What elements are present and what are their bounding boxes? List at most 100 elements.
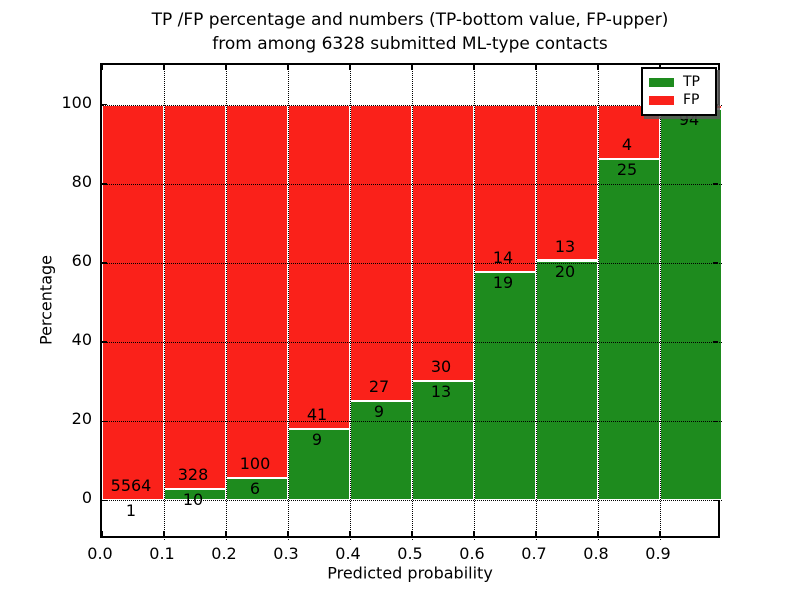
bar-segment-tp bbox=[412, 380, 474, 501]
y-tick-label: 100 bbox=[61, 92, 92, 112]
bar-segment-tp bbox=[350, 401, 412, 501]
gridline-horizontal bbox=[102, 104, 722, 106]
y-tick-label: 0 bbox=[81, 488, 92, 508]
fp-count-label: 5564 bbox=[110, 476, 152, 496]
gridline-horizontal bbox=[102, 342, 722, 344]
x-tick-mark-top bbox=[225, 65, 227, 70]
bar-segment-fp bbox=[164, 104, 226, 489]
gridline-vertical bbox=[350, 65, 351, 540]
x-tick-mark bbox=[411, 531, 413, 536]
legend-label-tp: TP bbox=[683, 74, 700, 90]
bar-segment-fp bbox=[102, 104, 164, 501]
x-tick-mark-top bbox=[163, 65, 165, 70]
x-tick-mark-top bbox=[101, 65, 103, 70]
legend-entry-tp: TP bbox=[649, 73, 709, 91]
y-tick-label: 20 bbox=[71, 409, 92, 429]
chart-title-line2: from among 6328 submitted ML-type contac… bbox=[212, 34, 608, 54]
y-tick-mark-right bbox=[713, 420, 718, 422]
bar-segment-tp bbox=[598, 159, 660, 501]
x-tick-label: 0.2 bbox=[211, 544, 237, 563]
fp-count-label: 100 bbox=[239, 454, 271, 473]
fp-count-label: 14 bbox=[492, 248, 514, 268]
fp-count-label: 4 bbox=[621, 135, 633, 155]
tp-count-label: 9 bbox=[311, 430, 323, 450]
gridline-vertical bbox=[412, 65, 413, 540]
x-tick-label: 0.3 bbox=[273, 544, 299, 563]
x-tick-mark bbox=[349, 531, 351, 536]
legend-entry-fp: FP bbox=[649, 91, 709, 109]
fp-count-label: 30 bbox=[430, 356, 452, 376]
x-tick-mark bbox=[597, 531, 599, 536]
y-tick-mark-right bbox=[713, 341, 718, 343]
gridline-horizontal bbox=[102, 500, 722, 502]
fp-count-label: 27 bbox=[368, 377, 390, 397]
y-tick-mark bbox=[102, 262, 107, 264]
fp-count-label: 328 bbox=[177, 464, 209, 484]
tp-count-label: 9 bbox=[373, 402, 385, 422]
x-tick-label: 0.6 bbox=[459, 544, 485, 563]
y-tick-label: 80 bbox=[71, 171, 92, 191]
x-axis-label: Predicted probability bbox=[327, 563, 493, 583]
y-tick-mark bbox=[102, 499, 107, 502]
gridline-vertical bbox=[598, 65, 599, 540]
x-tick-mark-top bbox=[597, 65, 599, 70]
gridline-horizontal bbox=[102, 421, 722, 423]
y-tick-label: 60 bbox=[71, 250, 92, 270]
gridline-vertical bbox=[164, 65, 165, 540]
tp-count-label: 20 bbox=[554, 261, 576, 281]
x-tick-label: 0.0 bbox=[87, 544, 113, 563]
tp-count-label: 1 bbox=[125, 501, 137, 521]
gridline-vertical bbox=[536, 65, 537, 540]
tp-count-label: 10 bbox=[182, 489, 204, 509]
x-tick-mark-top bbox=[349, 65, 351, 70]
x-tick-mark bbox=[535, 531, 537, 536]
y-tick-mark bbox=[102, 420, 107, 422]
tp-count-label: 25 bbox=[616, 160, 638, 180]
x-tick-label: 0.1 bbox=[149, 544, 175, 563]
x-tick-label: 0.5 bbox=[397, 544, 423, 563]
x-tick-label: 0.4 bbox=[335, 544, 361, 563]
fp-count-label: 13 bbox=[554, 236, 576, 256]
x-tick-label: 0.7 bbox=[521, 544, 547, 563]
y-tick-mark bbox=[102, 103, 107, 106]
x-tick-label: 0.8 bbox=[583, 544, 609, 563]
tp-count-label: 13 bbox=[430, 381, 452, 401]
y-tick-mark-right bbox=[713, 499, 718, 502]
bar-segment-tp bbox=[474, 272, 536, 501]
bar-segment-fp bbox=[412, 104, 474, 381]
bar-segment-fp bbox=[536, 104, 598, 261]
tp-color-swatch bbox=[649, 77, 674, 87]
x-tick-mark bbox=[473, 531, 475, 536]
x-tick-mark bbox=[101, 531, 103, 536]
gridline-vertical bbox=[288, 65, 289, 540]
tp-count-label: 6 bbox=[249, 479, 261, 498]
x-tick-mark bbox=[287, 531, 289, 536]
x-tick-mark bbox=[659, 531, 661, 536]
legend: TP FP bbox=[641, 67, 717, 116]
tp-count-label: 19 bbox=[492, 273, 514, 293]
bar-segment-tp bbox=[660, 108, 722, 501]
gridline-vertical bbox=[660, 65, 661, 540]
plot-area bbox=[100, 63, 722, 540]
gridline-vertical bbox=[226, 65, 227, 540]
chart-title-line1: TP /FP percentage and numbers (TP-bottom… bbox=[151, 10, 669, 30]
gridline-vertical bbox=[474, 65, 475, 540]
x-tick-mark-top bbox=[535, 65, 537, 70]
y-tick-mark-right bbox=[713, 183, 718, 185]
fp-color-swatch bbox=[649, 95, 674, 105]
x-tick-mark bbox=[225, 531, 227, 536]
x-tick-mark-top bbox=[473, 65, 475, 70]
y-tick-mark bbox=[102, 341, 107, 343]
x-tick-mark-top bbox=[411, 65, 413, 70]
y-tick-mark-right bbox=[713, 262, 718, 264]
gridline-horizontal bbox=[102, 183, 722, 185]
y-tick-label: 40 bbox=[71, 330, 92, 350]
bar-segment-tp bbox=[536, 260, 598, 501]
bar-segment-fp bbox=[226, 104, 288, 478]
x-tick-label: 0.9 bbox=[645, 544, 671, 563]
legend-label-fp: FP bbox=[683, 92, 700, 108]
bar-segment-fp bbox=[598, 104, 660, 160]
x-tick-mark bbox=[163, 531, 165, 536]
y-tick-mark bbox=[102, 183, 107, 185]
